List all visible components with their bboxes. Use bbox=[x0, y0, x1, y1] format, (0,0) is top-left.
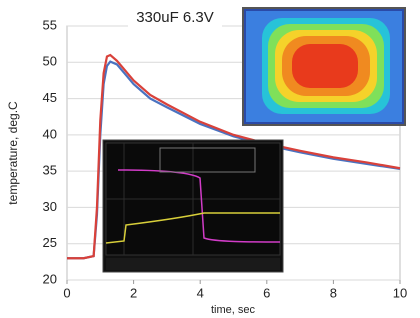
y-tick-label: 55 bbox=[43, 17, 57, 32]
thermal-image bbox=[243, 8, 405, 125]
y-tick-label: 30 bbox=[43, 199, 57, 214]
y-tick-label: 40 bbox=[43, 126, 57, 141]
chart: 20 25 30 35 40 45 50 55 0 2 4 6 8 10 330uF 6.3V time,… bbox=[0, 0, 420, 318]
chart-title: 330uF 6.3V bbox=[136, 9, 214, 26]
y-axis-label: temperature, deg.C bbox=[6, 101, 20, 205]
x-tick-label: 8 bbox=[330, 285, 337, 300]
x-tick-label: 2 bbox=[130, 285, 137, 300]
y-tick-label: 20 bbox=[43, 271, 57, 286]
oscilloscope-image bbox=[103, 140, 283, 272]
y-tick-label: 50 bbox=[43, 54, 57, 69]
y-tick-label: 35 bbox=[43, 163, 57, 178]
y-tick-label: 45 bbox=[43, 90, 57, 105]
x-axis-label: time, sec bbox=[211, 304, 256, 316]
x-tick-label: 0 bbox=[63, 285, 70, 300]
x-tick-label: 10 bbox=[393, 285, 407, 300]
y-tick-label: 25 bbox=[43, 235, 57, 250]
x-tick-label: 6 bbox=[263, 285, 270, 300]
x-tick-label: 4 bbox=[197, 285, 204, 300]
